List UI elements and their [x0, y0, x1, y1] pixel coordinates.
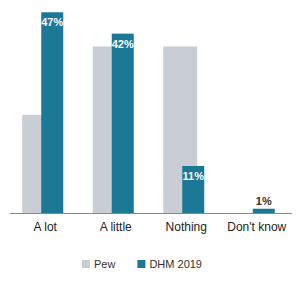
data-label: 42%: [112, 38, 134, 50]
x-axis: [10, 213, 292, 214]
bar: [41, 12, 63, 213]
category-label: Nothing: [166, 220, 207, 234]
bar: [253, 209, 275, 213]
data-label: 47%: [41, 16, 63, 28]
category-label: Don't know: [227, 220, 286, 234]
legend-label: DHM 2019: [149, 258, 202, 270]
data-label: 1%: [256, 195, 272, 207]
legend-swatch: [82, 260, 90, 268]
labels: 47% 42% 11% 1%: [41, 16, 272, 206]
legend-label: Pew: [94, 258, 115, 270]
bar: [112, 34, 134, 213]
legend-swatch: [137, 260, 145, 268]
bars: [22, 12, 275, 213]
chart: 47% 42% 11% 1% A lot A little Nothing Don't kno…: [0, 0, 300, 300]
bar: [182, 166, 204, 213]
data-label: 11%: [183, 170, 205, 182]
legend: Pew DHM 2019: [82, 258, 202, 270]
category-label: A little: [100, 220, 132, 234]
category-label: A lot: [34, 220, 58, 234]
